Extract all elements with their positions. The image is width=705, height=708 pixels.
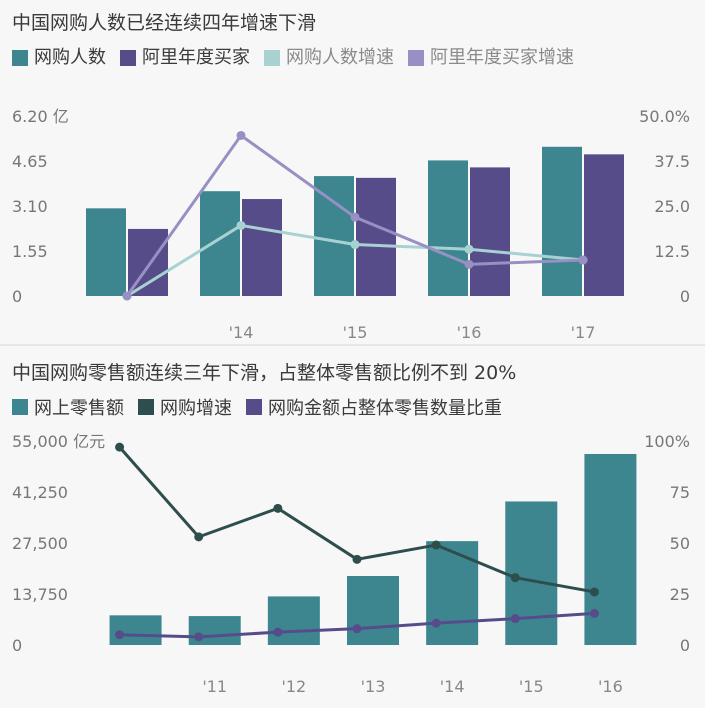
chart-title: 中国网购零售额连续三年下滑，占整体零售额比例不到 20% xyxy=(12,362,517,384)
data-point xyxy=(464,259,474,269)
bar xyxy=(584,154,624,296)
y-tick-label-left: 55,000 亿元 xyxy=(12,432,105,451)
y-tick-label-right: 25.0 xyxy=(654,197,690,216)
data-point xyxy=(122,291,132,301)
legend-item: 网购人数 xyxy=(12,44,106,72)
bar xyxy=(542,146,582,296)
y-tick-label-left: 0 xyxy=(12,287,22,306)
bar xyxy=(267,596,320,645)
legend-swatch xyxy=(12,50,28,66)
bar xyxy=(86,208,126,296)
data-point xyxy=(350,240,360,250)
y-tick-label-right: 25 xyxy=(670,585,690,604)
bar xyxy=(426,541,479,645)
legend-label: 网购金额占整体零售数量比重 xyxy=(268,398,502,419)
chart-panel-online-retail: 中国网购零售额连续三年下滑，占整体零售额比例不到 20% 网上零售额 网购增速 网购… xyxy=(0,346,705,708)
y-tick-label-left: 6.20 亿 xyxy=(12,107,69,126)
x-tick-label: '17 xyxy=(571,323,596,342)
y-tick-label-right: 75 xyxy=(670,483,690,502)
chart-legend: 网购人数 阿里年度买家 网购人数增速 阿里年度买家增速 xyxy=(12,44,612,75)
legend-swatch xyxy=(408,50,424,66)
y-tick-label-right: 0 xyxy=(680,287,690,306)
legend-item: 网上零售额 xyxy=(12,394,124,420)
x-tick-label: '16 xyxy=(598,677,623,696)
data-point xyxy=(194,632,204,642)
y-tick-label-right: 37.5 xyxy=(654,152,690,171)
data-point xyxy=(510,614,520,624)
legend-label: 网购增速 xyxy=(160,398,232,419)
data-point xyxy=(431,540,441,550)
chart-title: 中国网购人数已经连续四年增速下滑 xyxy=(12,12,317,34)
y-tick-label-left: 0 xyxy=(12,636,22,655)
chart-legend: 网上零售额 网购增速 网购金额占整体零售数量比重 xyxy=(12,394,516,420)
chart-plot-area: 0 13,750 27,500 41,250 55,000 亿元 0 25 50 75 100% '… xyxy=(12,432,690,696)
x-tick-label: '13 xyxy=(361,677,386,696)
bar xyxy=(109,615,162,645)
legend-item: 阿里年度买家 xyxy=(120,44,250,72)
data-point xyxy=(236,220,246,230)
chart-plot-area: 0 1.55 3.10 4.65 6.20 亿 0 12.5 25.0 37.5 50.0% '14… xyxy=(12,107,690,342)
data-point xyxy=(352,624,362,634)
y-tick-label-right: 50 xyxy=(670,534,690,553)
y-tick-label-right: 100% xyxy=(644,432,690,451)
data-point xyxy=(236,130,246,140)
legend-label: 阿里年度买家增速 xyxy=(430,47,574,68)
data-point xyxy=(115,630,125,640)
bar xyxy=(242,199,282,296)
bar xyxy=(356,177,396,296)
series-line xyxy=(126,223,584,298)
x-tick-label: '14 xyxy=(440,677,465,696)
legend-swatch xyxy=(120,50,136,66)
bar xyxy=(505,501,558,645)
y-tick-label-left: 4.65 xyxy=(12,152,48,171)
data-point xyxy=(194,532,204,542)
legend-label: 阿里年度买家 xyxy=(142,47,250,68)
x-tick-label: '11 xyxy=(202,677,227,696)
x-tick-label: '14 xyxy=(229,323,254,342)
bar xyxy=(428,160,468,296)
legend-item: 网购金额占整体零售数量比重 xyxy=(246,394,502,420)
legend-swatch xyxy=(264,50,280,66)
data-point xyxy=(273,503,283,513)
data-point xyxy=(578,255,588,265)
data-point xyxy=(464,244,474,254)
data-point xyxy=(350,212,360,222)
y-tick-label-left: 13,750 xyxy=(12,585,68,604)
data-point xyxy=(431,618,441,628)
data-point xyxy=(589,608,599,618)
x-tick-label: '15 xyxy=(343,323,368,342)
data-point xyxy=(352,554,362,564)
data-point xyxy=(510,573,520,583)
data-point xyxy=(273,627,283,637)
bar xyxy=(470,167,510,296)
legend-label: 网上零售额 xyxy=(34,398,124,419)
bar xyxy=(314,176,354,296)
x-tick-label: '12 xyxy=(281,677,306,696)
y-tick-label-right: 50.0% xyxy=(639,107,690,126)
bar xyxy=(200,191,240,296)
legend-label: 网购人数 xyxy=(34,47,106,68)
y-tick-label-right: 0 xyxy=(680,636,690,655)
legend-item: 网购人数增速 xyxy=(264,44,394,72)
bar xyxy=(347,576,399,645)
y-tick-label-left: 3.10 xyxy=(12,197,48,216)
legend-item: 阿里年度买家增速 xyxy=(408,44,574,72)
x-tick-label: '15 xyxy=(519,677,544,696)
data-point xyxy=(589,587,599,597)
y-tick-label-left: 1.55 xyxy=(12,242,48,261)
x-tick-label: '16 xyxy=(457,323,482,342)
legend-swatch xyxy=(246,399,262,415)
y-tick-label-right: 12.5 xyxy=(654,242,690,261)
y-tick-label-left: 41,250 xyxy=(12,483,68,502)
data-point xyxy=(115,442,125,452)
chart-panel-internet-users: 中国网购人数已经连续四年增速下滑 网购人数 阿里年度买家 网购人数增速 阿里年度买家增… xyxy=(0,0,705,346)
legend-swatch xyxy=(138,399,154,415)
legend-swatch xyxy=(12,399,28,415)
y-tick-label-left: 27,500 xyxy=(12,534,68,553)
legend-item: 网购增速 xyxy=(138,394,232,420)
legend-label: 网购人数增速 xyxy=(286,47,394,68)
